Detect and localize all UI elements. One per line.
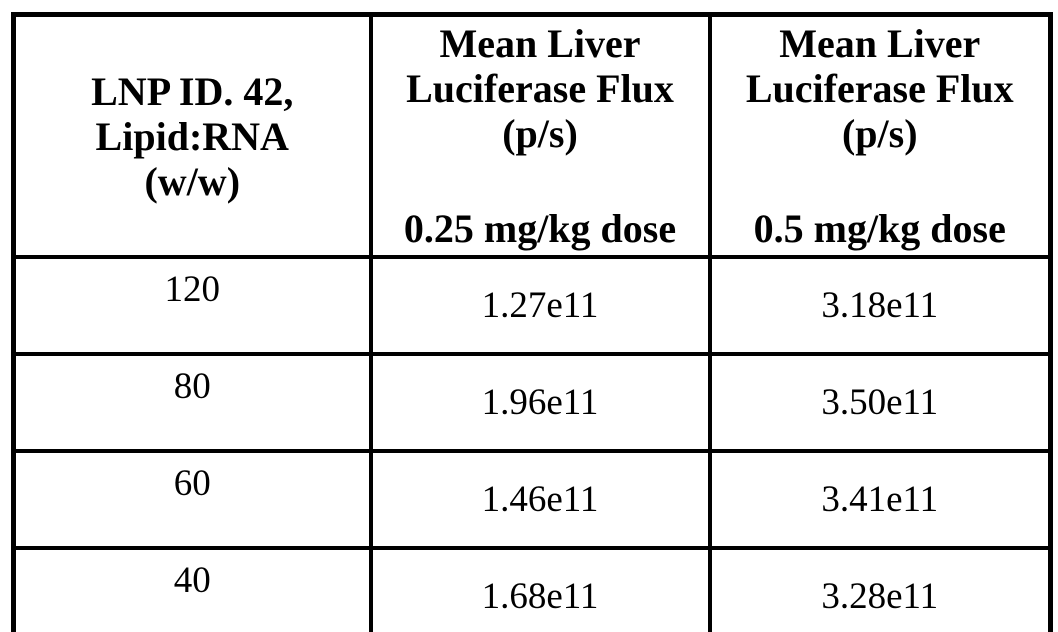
flux-05-header-title: Mean Liver Luciferase Flux (p/s): [745, 21, 1014, 156]
header-cell-flux-05: Mean Liver Luciferase Flux (p/s) 0.5 mg/…: [707, 12, 1053, 259]
flux-025-value: 1.96e11: [368, 352, 712, 453]
table-body: 120 1.27e11 3.18e11 80 1.96e11 3.50e11 6…: [11, 255, 1053, 632]
lnp-luciferase-flux-table: LNP ID. 42, Lipid:RNA (w/w) Mean Liver L…: [11, 12, 1053, 632]
table-row: 40 1.68e11 3.28e11: [11, 546, 1053, 632]
table-row: 80 1.96e11 3.50e11: [11, 352, 1053, 453]
flux-025-value: 1.27e11: [368, 255, 712, 356]
flux-025-header-title: Mean Liver Luciferase Flux (p/s): [406, 21, 674, 156]
ratio-value: 60: [11, 449, 373, 550]
table-row: 60 1.46e11 3.41e11: [11, 449, 1053, 550]
flux-025-value: 1.46e11: [368, 449, 712, 550]
table-header: LNP ID. 42, Lipid:RNA (w/w) Mean Liver L…: [11, 12, 1053, 259]
flux-05-value: 3.28e11: [707, 546, 1053, 632]
ratio-value: 40: [11, 546, 373, 632]
lipid-rna-ratio-header-label: LNP ID. 42, Lipid:RNA (w/w): [91, 68, 294, 204]
flux-05-value: 3.41e11: [707, 449, 1053, 550]
ratio-value: 80: [11, 352, 373, 453]
header-cell-lipid-rna-ratio: LNP ID. 42, Lipid:RNA (w/w): [11, 12, 373, 259]
ratio-value: 120: [11, 255, 373, 356]
flux-025-value: 1.68e11: [368, 546, 712, 632]
flux-05-dose-label: 0.5 mg/kg dose: [753, 206, 1006, 251]
header-cell-flux-025: Mean Liver Luciferase Flux (p/s) 0.25 mg…: [368, 12, 712, 259]
flux-05-value: 3.50e11: [707, 352, 1053, 453]
flux-025-dose-label: 0.25 mg/kg dose: [403, 206, 677, 251]
flux-05-value: 3.18e11: [707, 255, 1053, 356]
table-row: 120 1.27e11 3.18e11: [11, 255, 1053, 356]
header-row: LNP ID. 42, Lipid:RNA (w/w) Mean Liver L…: [11, 12, 1053, 259]
